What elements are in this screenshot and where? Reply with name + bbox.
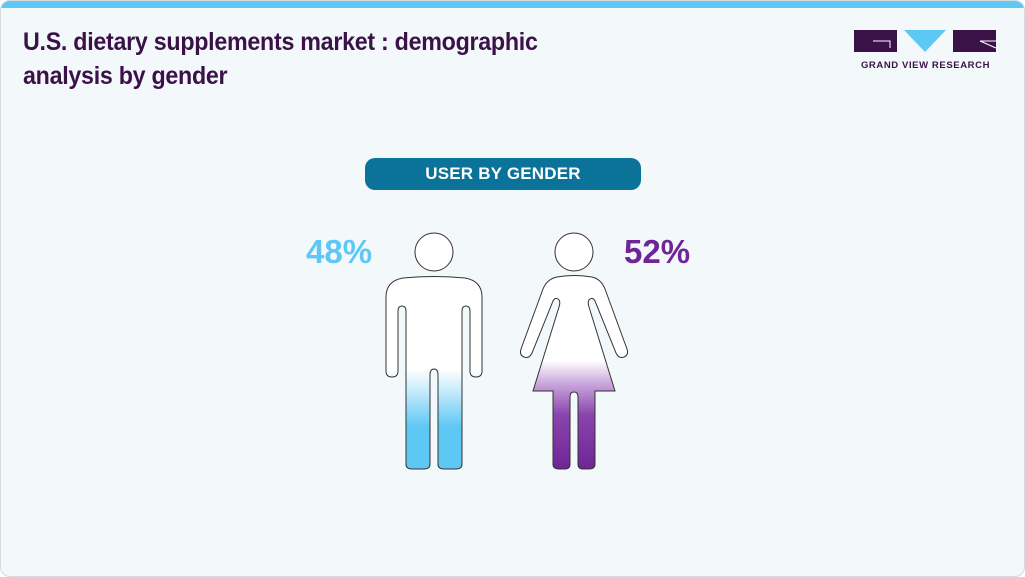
section-label-pill: USER BY GENDER	[365, 158, 641, 190]
title-line-2: analysis by gender	[23, 62, 228, 90]
gvr-logo-icon	[854, 30, 997, 52]
female-figure-icon	[519, 232, 629, 470]
grand-view-research-logo: GRAND VIEW RESEARCH	[853, 29, 998, 73]
logo-text: GRAND VIEW RESEARCH	[860, 60, 991, 71]
male-figure-icon	[385, 232, 483, 470]
male-percentage: 48%	[306, 233, 373, 270]
female-percentage: 52%	[624, 233, 691, 270]
accent-top-bar	[1, 1, 1024, 8]
title-line-1: U.S. dietary supplements market : demogr…	[23, 28, 538, 56]
page-title: U.S. dietary supplements market : demogr…	[23, 25, 693, 93]
